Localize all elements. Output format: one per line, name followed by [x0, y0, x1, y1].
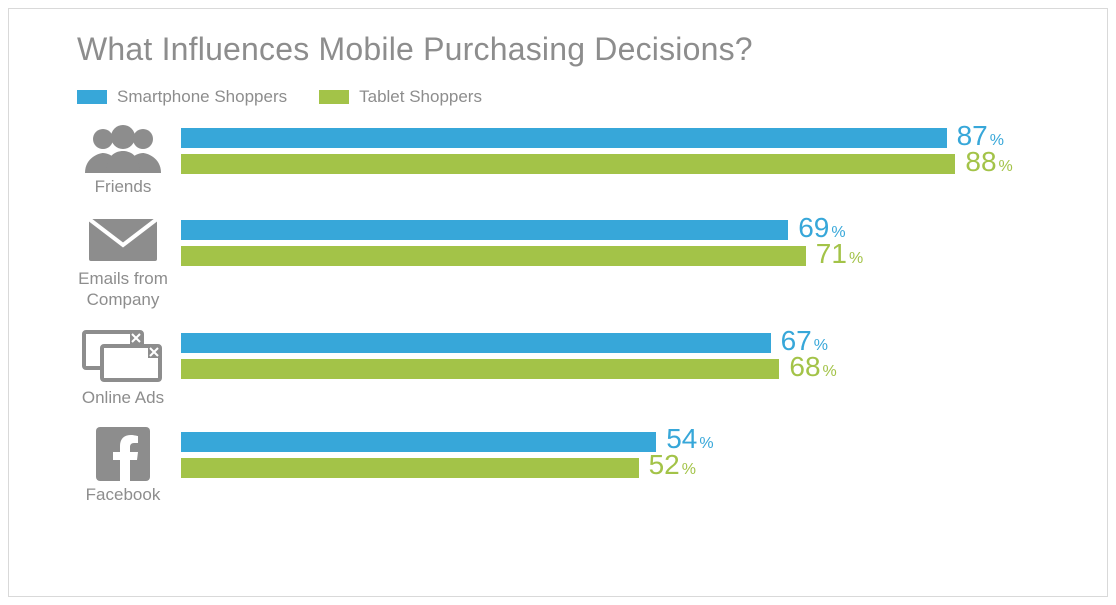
- bars: 67%68%: [181, 326, 1095, 380]
- bar-smartphone: [181, 333, 771, 353]
- chart-title: What Influences Mobile Purchasing Decisi…: [77, 31, 753, 68]
- legend: Smartphone Shoppers Tablet Shoppers: [77, 87, 482, 107]
- bar-smartphone: [181, 432, 656, 452]
- bar-row: Friends 87%88%: [65, 121, 1095, 197]
- bar-tablet: [181, 246, 806, 266]
- legend-item-tablet: Tablet Shoppers: [319, 87, 482, 107]
- bars: 87%88%: [181, 121, 1095, 175]
- bar-value: 68%: [789, 356, 836, 383]
- bar-line: 71%: [181, 245, 1095, 267]
- legend-label-smartphone: Smartphone Shoppers: [117, 87, 287, 107]
- category-label: Emails fromCompany: [78, 269, 168, 310]
- bar-row: Emails fromCompany 69%71%: [65, 213, 1095, 310]
- category-label: Online Ads: [82, 388, 164, 408]
- bar-rows: Friends 87%88% Emails fromCompany 69%71% O…: [65, 121, 1095, 521]
- friends-icon: [78, 123, 168, 173]
- bar-line: 54%: [181, 431, 1095, 453]
- bar-row: Facebook 54%52%: [65, 425, 1095, 505]
- bar-tablet: [181, 359, 779, 379]
- legend-swatch-smartphone: [77, 90, 107, 104]
- bar-line: 52%: [181, 457, 1095, 479]
- legend-swatch-tablet: [319, 90, 349, 104]
- category-label: Friends: [95, 177, 152, 197]
- bar-smartphone: [181, 128, 947, 148]
- bar-tablet: [181, 154, 955, 174]
- email-icon-container: Emails fromCompany: [65, 213, 181, 310]
- chart-card: What Influences Mobile Purchasing Decisi…: [8, 8, 1108, 597]
- bar-value: 88%: [965, 151, 1012, 178]
- bar-tablet: [181, 458, 639, 478]
- ads-icon: [78, 328, 168, 384]
- bar-line: 87%: [181, 127, 1095, 149]
- bar-row: Online Ads 67%68%: [65, 326, 1095, 408]
- facebook-icon: [96, 427, 150, 481]
- bar-line: 69%: [181, 219, 1095, 241]
- ads-icon-container: Online Ads: [65, 326, 181, 408]
- bars: 69%71%: [181, 213, 1095, 267]
- facebook-icon-container: Facebook: [65, 425, 181, 505]
- bars: 54%52%: [181, 425, 1095, 479]
- category-label: Facebook: [86, 485, 161, 505]
- bar-smartphone: [181, 220, 788, 240]
- legend-item-smartphone: Smartphone Shoppers: [77, 87, 287, 107]
- legend-label-tablet: Tablet Shoppers: [359, 87, 482, 107]
- bar-value: 52%: [649, 454, 696, 481]
- bar-value: 71%: [816, 243, 863, 270]
- email-icon: [83, 215, 163, 265]
- bar-line: 68%: [181, 358, 1095, 380]
- bar-line: 88%: [181, 153, 1095, 175]
- friends-icon-container: Friends: [65, 121, 181, 197]
- bar-line: 67%: [181, 332, 1095, 354]
